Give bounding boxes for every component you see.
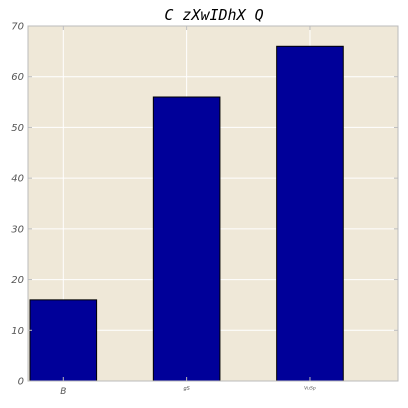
y-tick-label: 70 (11, 22, 24, 33)
chart-title: C zXwIDhX Q (164, 6, 263, 24)
bars (29, 45, 344, 382)
y-tick-label: 30 (11, 224, 24, 235)
x-tick-label: gS (183, 386, 190, 392)
y-tick-label: 60 (11, 72, 24, 83)
plot-frame (27, 25, 399, 382)
x-tick-label: B (60, 387, 66, 397)
y-tick-label: 40 (11, 174, 24, 185)
bar-gs (152, 96, 221, 382)
y-tick-label: 10 (11, 326, 24, 337)
bar-b (29, 299, 98, 382)
y-tick-label: 50 (11, 123, 24, 134)
y-tick-label: 0 (18, 377, 24, 388)
y-tick-label: 20 (11, 275, 24, 286)
x-tick-label: VuSp (304, 386, 316, 392)
y-axis: 0 10 20 30 40 50 60 70 (11, 22, 398, 388)
bar-vusp (276, 45, 344, 382)
